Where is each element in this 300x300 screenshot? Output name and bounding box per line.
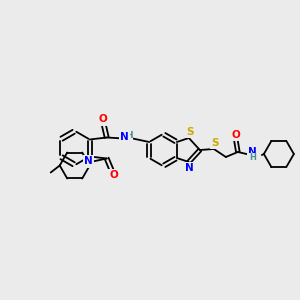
- Text: N: N: [84, 157, 93, 166]
- Text: S: S: [211, 138, 219, 148]
- Text: H: H: [249, 154, 256, 163]
- Text: N: N: [120, 133, 129, 142]
- Text: H: H: [125, 131, 133, 140]
- Text: O: O: [109, 170, 118, 181]
- Text: S: S: [186, 127, 194, 137]
- Text: N: N: [185, 163, 194, 173]
- Text: O: O: [98, 115, 107, 124]
- Text: N: N: [248, 147, 257, 157]
- Text: O: O: [232, 130, 240, 140]
